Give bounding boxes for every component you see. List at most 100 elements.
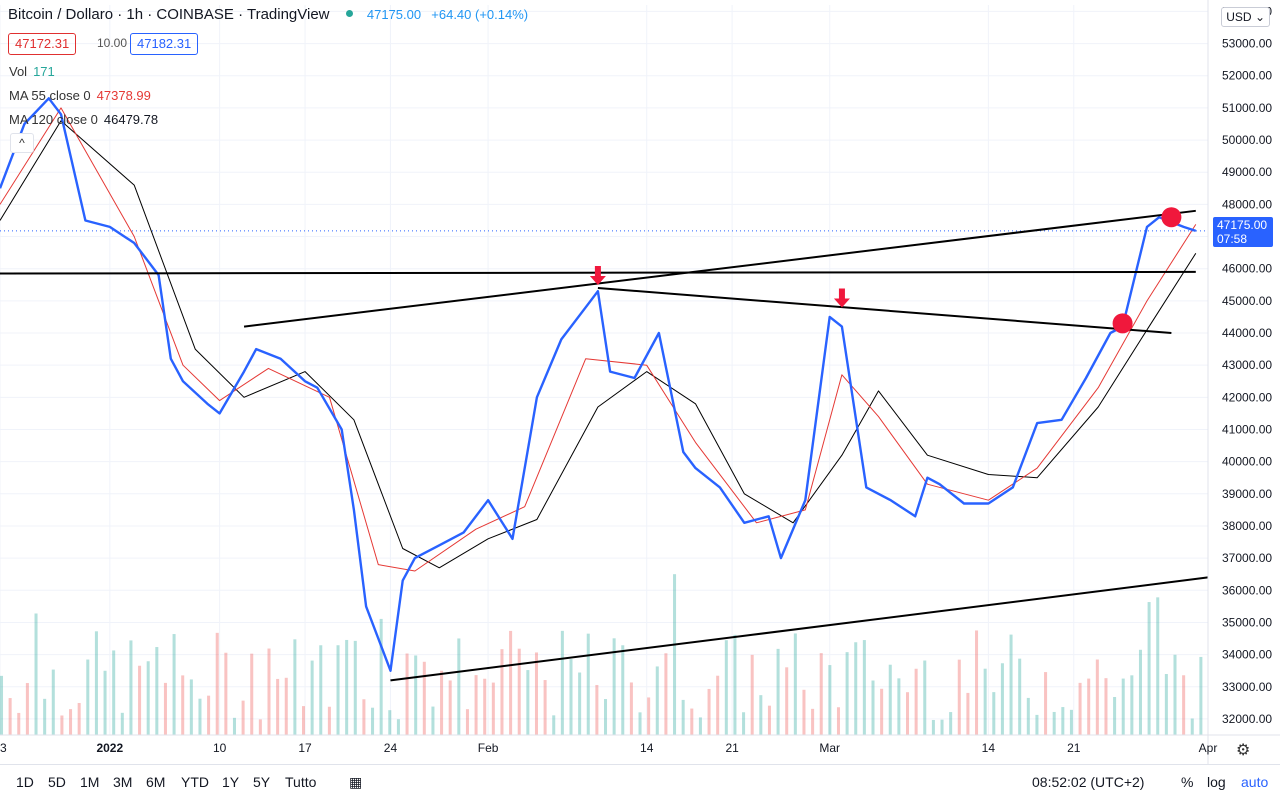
time-tick-label: 14: [640, 741, 654, 755]
volume-bar: [422, 661, 426, 735]
range-all[interactable]: Tutto: [285, 774, 317, 790]
volume-bar: [163, 682, 167, 735]
volume-bar: [371, 707, 375, 735]
volume-bar: [34, 613, 38, 735]
time-axis: 23 2022 10 17 24 Feb 14 21 Mar 14 21 Apr: [0, 741, 1217, 755]
time-tick-label: 14: [982, 741, 996, 755]
volume-bar: [86, 659, 90, 735]
indicator-ma120[interactable]: MA 120 close 0 46479.78: [9, 112, 158, 127]
volume-bar: [750, 654, 754, 735]
price-tick-label: 50000.00: [1222, 133, 1272, 147]
ma55-value: 47378.99: [96, 88, 151, 103]
buy-button[interactable]: 47182.31: [130, 33, 199, 55]
bar-countdown: 07:58: [1217, 232, 1248, 246]
volume-bar: [966, 692, 970, 735]
volume-bar: [155, 647, 159, 735]
volume-bar: [1156, 597, 1160, 735]
time-tick-label: 21: [1067, 741, 1081, 755]
volume-bar: [276, 678, 280, 735]
sell-button[interactable]: 47172.31: [8, 33, 77, 55]
volume-bar: [724, 640, 728, 735]
time-tick-label: 2022: [96, 741, 123, 755]
price-line: [0, 97, 1197, 672]
price-tick-label: 43000.00: [1222, 358, 1272, 372]
volume-bar: [819, 653, 823, 735]
price-tick-label: 45000.00: [1222, 294, 1272, 308]
clock-timezone[interactable]: 08:52:02 (UTC+2): [1032, 774, 1145, 790]
volume-bar: [690, 708, 694, 735]
volume-bar: [975, 630, 979, 735]
volume-bar: [1113, 697, 1117, 735]
chart-grid: [0, 5, 1209, 735]
price-tick-label: 35000.00: [1222, 615, 1272, 629]
volume-bar: [77, 702, 81, 735]
price-tick-label: 44000.00: [1222, 326, 1272, 340]
volume-bar: [181, 675, 185, 735]
price-change: +64.40 (+0.14%): [431, 7, 529, 22]
volume-bar: [517, 648, 521, 735]
volume-bar: [845, 652, 849, 735]
volume-bar: [345, 639, 349, 735]
ma120-label: MA 120 close 0: [9, 112, 98, 127]
range-1m[interactable]: 1M: [80, 774, 100, 790]
range-3m[interactable]: 3M: [113, 774, 133, 790]
volume-bar: [707, 688, 711, 735]
volume-bar: [336, 645, 340, 735]
volume-bar: [284, 677, 288, 735]
volume-bar: [871, 680, 875, 735]
volume-bar: [293, 639, 297, 735]
percent-toggle[interactable]: %: [1181, 774, 1194, 790]
log-toggle[interactable]: log: [1207, 774, 1226, 790]
volume-bar: [776, 648, 780, 735]
volume-bar: [897, 678, 901, 735]
volume-bar: [759, 695, 763, 735]
volume-bar: [43, 698, 47, 735]
price-tick-label: 48000.00: [1222, 197, 1272, 211]
currency-select[interactable]: USD ⌄: [1221, 7, 1270, 27]
volume-bar: [716, 675, 720, 735]
price-series-line: [0, 97, 1197, 672]
volume-bar: [500, 649, 504, 735]
price-tick-label: 51000.00: [1222, 101, 1272, 115]
price-tick-label: 36000.00: [1222, 583, 1272, 597]
range-5y[interactable]: 5Y: [253, 774, 271, 790]
volume-bar: [862, 640, 866, 735]
volume-bar: [396, 719, 400, 735]
indicator-volume[interactable]: Vol 171: [9, 64, 55, 79]
price-chart[interactable]: 54000.0053000.0052000.0051000.0050000.00…: [0, 0, 1280, 764]
range-1d[interactable]: 1D: [16, 774, 34, 790]
price-tick-label: 33000.00: [1222, 680, 1272, 694]
gear-icon[interactable]: ⚙: [1236, 742, 1251, 759]
indicator-ma55[interactable]: MA 55 close 0 47378.99: [9, 88, 151, 103]
range-6m[interactable]: 6M: [146, 774, 166, 790]
time-tick-label: Apr: [1199, 741, 1218, 755]
volume-bar: [638, 712, 642, 735]
calendar-icon[interactable]: ▦: [349, 774, 363, 790]
volume-bar: [448, 680, 452, 735]
volume-bar: [1147, 602, 1151, 735]
volume-bar: [353, 640, 357, 735]
volume-bar: [198, 698, 202, 735]
volume-bar: [25, 683, 29, 735]
volume-bar: [681, 699, 685, 735]
range-1y[interactable]: 1Y: [222, 774, 240, 790]
volume-bar: [811, 708, 815, 735]
volume-bar: [509, 630, 513, 735]
collapse-indicators-button[interactable]: ^: [10, 133, 34, 153]
range-5d[interactable]: 5D: [48, 774, 66, 790]
currency-label: USD: [1226, 10, 1252, 24]
volume-bar: [733, 634, 737, 735]
volume-bar: [1087, 678, 1091, 735]
volume-bar: [474, 675, 478, 735]
volume-bar: [224, 652, 228, 735]
chart-title: Bitcoin / Dollaro · 1h · COINBASE · Trad…: [8, 6, 330, 23]
volume-bar: [1104, 678, 1108, 735]
range-ytd[interactable]: YTD: [181, 774, 209, 790]
volume-bar: [1121, 678, 1125, 735]
volume-bar: [327, 706, 331, 735]
volume-bar: [914, 668, 918, 735]
volume-bar: [319, 645, 323, 735]
volume-bar: [379, 618, 383, 735]
auto-toggle[interactable]: auto: [1241, 774, 1269, 790]
volume-bar: [1173, 654, 1177, 735]
